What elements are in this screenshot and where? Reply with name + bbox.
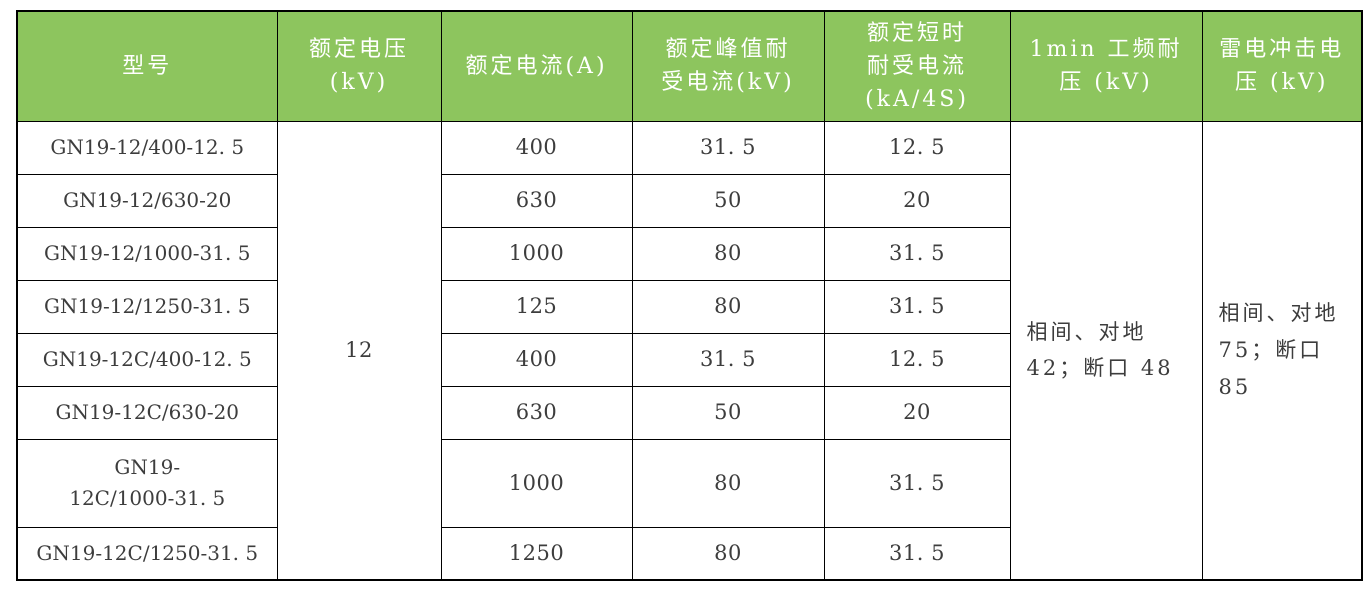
cell-short-time-current: 20 bbox=[823, 173, 1011, 228]
cell-model: GN19-12C/1250-31. 5 bbox=[16, 526, 278, 581]
cell-model: GN19-12C/630-20 bbox=[16, 385, 278, 440]
column-header-model: 型号 bbox=[16, 10, 278, 122]
cell-model: GN19-12/1250-31. 5 bbox=[16, 279, 278, 334]
cell-peak-current: 31. 5 bbox=[631, 332, 825, 387]
column-header-short-time-withstand-current: 额定短时 耐受电流 (kA/4S) bbox=[823, 10, 1011, 122]
column-header-rated-voltage: 额定电压 (kV) bbox=[276, 10, 442, 122]
cell-rated-current: 1000 bbox=[440, 226, 633, 281]
cell-peak-current: 80 bbox=[631, 226, 825, 281]
cell-short-time-current: 12. 5 bbox=[823, 120, 1011, 175]
column-header-peak-withstand-current: 额定峰值耐 受电流(kV) bbox=[631, 10, 825, 122]
cell-rated-current: 630 bbox=[440, 385, 633, 440]
column-header-rated-current: 额定电流(A) bbox=[440, 10, 633, 122]
cell-model: GN19-12/1000-31. 5 bbox=[16, 226, 278, 281]
cell-short-time-current: 12. 5 bbox=[823, 332, 1011, 387]
cell-model: GN19-12C/400-12. 5 bbox=[16, 332, 278, 387]
cell-peak-current: 80 bbox=[631, 279, 825, 334]
cell-short-time-current: 31. 5 bbox=[823, 279, 1011, 334]
cell-rated-current: 1250 bbox=[440, 526, 633, 581]
cell-model: GN19-12/630-20 bbox=[16, 173, 278, 228]
cell-peak-current: 80 bbox=[631, 438, 825, 528]
cell-power-frequency-merged: 相间、对地 42；断口 48 bbox=[1009, 120, 1203, 581]
cell-rated-current: 125 bbox=[440, 279, 633, 334]
table-row: GN19-12C/1250-31. 5 1250 80 31. 5 bbox=[16, 526, 1362, 581]
column-header-power-frequency-withstand: 1min 工频耐 压 (kV) bbox=[1009, 10, 1203, 122]
table-row: GN19-12/1000-31. 5 1000 80 31. 5 bbox=[16, 226, 1362, 281]
cell-short-time-current: 31. 5 bbox=[823, 526, 1011, 581]
cell-short-time-current: 31. 5 bbox=[823, 438, 1011, 528]
cell-lightning-impulse-merged: 相间、对地 75；断口 85 bbox=[1201, 120, 1363, 581]
cell-model: GN19- 12C/1000-31. 5 bbox=[16, 438, 278, 528]
cell-short-time-current: 31. 5 bbox=[823, 226, 1011, 281]
cell-model: GN19-12/400-12. 5 bbox=[16, 120, 278, 175]
cell-rated-current: 630 bbox=[440, 173, 633, 228]
cell-short-time-current: 20 bbox=[823, 385, 1011, 440]
table-row: GN19-12/400-12. 5 12 400 31. 5 12. 5 相间、… bbox=[16, 120, 1363, 581]
column-header-lightning-impulse: 雷电冲击电 压 (kV) bbox=[1201, 10, 1363, 122]
table-row: GN19- 12C/1000-31. 5 1000 80 31. 5 bbox=[16, 438, 1362, 528]
cell-peak-current: 50 bbox=[631, 173, 825, 228]
cell-peak-current: 80 bbox=[631, 526, 825, 581]
cell-rated-current: 400 bbox=[440, 120, 633, 175]
table-row: GN19-12C/400-12. 5 400 31. 5 12. 5 bbox=[16, 332, 1362, 387]
header-row: 型号 额定电压 (kV) 额定电流(A) 额定峰值耐 受电流(kV) 额定短时 … bbox=[16, 10, 1363, 122]
table-row: GN19-12/1250-31. 5 125 80 31. 5 bbox=[16, 279, 1362, 334]
cell-peak-current: 50 bbox=[631, 385, 825, 440]
cell-rated-current: 1000 bbox=[440, 438, 633, 528]
table-row: GN19-12C/630-20 630 50 20 bbox=[16, 385, 1362, 440]
cell-rated-voltage-merged: 12 bbox=[276, 120, 442, 581]
cell-peak-current: 31. 5 bbox=[631, 120, 825, 175]
switch-spec-table: 型号 额定电压 (kV) 额定电流(A) 额定峰值耐 受电流(kV) 额定短时 … bbox=[16, 10, 1363, 581]
cell-rated-current: 400 bbox=[440, 332, 633, 387]
